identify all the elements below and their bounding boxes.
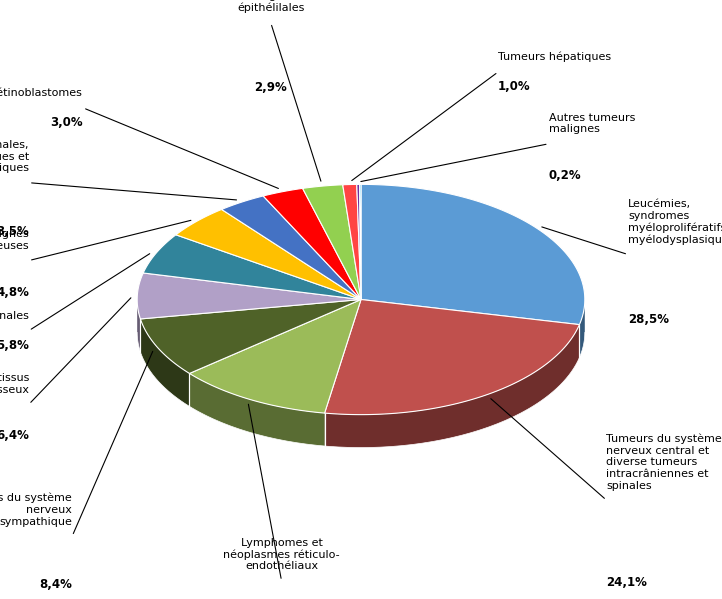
Polygon shape	[137, 273, 361, 319]
Polygon shape	[189, 300, 361, 413]
Text: 6,4%: 6,4%	[0, 429, 29, 443]
Text: 24,1%: 24,1%	[606, 576, 648, 589]
Text: Autres tumeurs
malignes: Autres tumeurs malignes	[549, 113, 635, 134]
Polygon shape	[176, 210, 361, 300]
Polygon shape	[357, 184, 361, 300]
Text: Lymphomes et
néoplasmes réticulo-
endothéliaux: Lymphomes et néoplasmes réticulo- endoth…	[223, 538, 340, 571]
Polygon shape	[263, 188, 361, 300]
Text: 5,8%: 5,8%	[0, 339, 29, 352]
Text: 28,5%: 28,5%	[628, 313, 669, 326]
Text: Rétinoblastomes: Rétinoblastomes	[0, 88, 83, 98]
Text: Tumeurs malignes
osseuses: Tumeurs malignes osseuses	[0, 229, 29, 251]
Polygon shape	[189, 373, 325, 446]
Polygon shape	[140, 300, 361, 373]
Text: Mélanomes malins et
autres tumeurs
malignes
épithélilales: Mélanomes malins et autres tumeurs malig…	[212, 0, 330, 13]
Text: 4,8%: 4,8%	[0, 286, 29, 299]
Text: 3,5%: 3,5%	[0, 225, 29, 238]
Text: Tumeurs germinales,
trophoblastiques et
gonadiques: Tumeurs germinales, trophoblastiques et …	[0, 140, 29, 173]
Text: Tumeurs hépatiques: Tumeurs hépatiques	[498, 52, 612, 62]
Text: Tumeurs du système
nerveux
sympathique: Tumeurs du système nerveux sympathique	[0, 493, 72, 527]
Polygon shape	[325, 325, 580, 447]
Text: 1,0%: 1,0%	[498, 80, 531, 93]
Text: Sarcomes des tissus
mous et extra-osseux: Sarcomes des tissus mous et extra-osseux	[0, 373, 29, 395]
Text: Tumeurs du système
nerveux central et
diverse tumeurs
intracrâniennes et
spinale: Tumeurs du système nerveux central et di…	[606, 434, 722, 491]
Text: Tumeurs rénales: Tumeurs rénales	[0, 311, 29, 321]
Polygon shape	[325, 300, 580, 415]
Polygon shape	[343, 184, 361, 300]
Polygon shape	[580, 301, 585, 358]
Polygon shape	[222, 196, 361, 300]
Polygon shape	[137, 299, 140, 352]
Text: 0,2%: 0,2%	[549, 169, 581, 182]
Text: 2,9%: 2,9%	[254, 81, 287, 95]
Polygon shape	[360, 184, 361, 300]
Text: 8,4%: 8,4%	[39, 578, 72, 591]
Polygon shape	[143, 235, 361, 300]
Polygon shape	[140, 319, 189, 406]
Polygon shape	[361, 184, 585, 325]
Text: Leucémies,
syndromes
myéloprolifératifs et
myélodysplasiques: Leucémies, syndromes myéloprolifératifs …	[628, 199, 722, 245]
Text: 3,0%: 3,0%	[51, 116, 83, 129]
Polygon shape	[303, 184, 361, 300]
